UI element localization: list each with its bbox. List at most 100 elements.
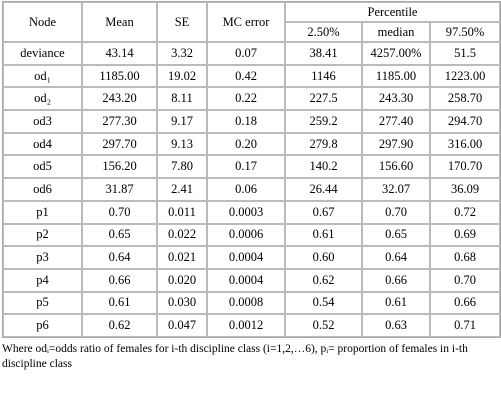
table-cell: 277.40 bbox=[362, 110, 430, 133]
table-cell: 0.71 bbox=[430, 314, 500, 337]
table-cell: 0.60 bbox=[285, 246, 362, 269]
table-cell: 243.30 bbox=[362, 87, 430, 111]
table-cell: 1185.00 bbox=[82, 64, 157, 88]
table-cell: 294.70 bbox=[430, 110, 500, 133]
table-cell: 0.65 bbox=[362, 223, 430, 247]
table-cell: 170.70 bbox=[430, 155, 500, 179]
table-cell: 0.022 bbox=[157, 223, 207, 247]
table-cell: 316.00 bbox=[430, 132, 500, 156]
table-cell: 1223.00 bbox=[430, 64, 500, 88]
table-cell: 43.14 bbox=[82, 42, 157, 65]
table-cell: 0.66 bbox=[430, 291, 500, 315]
table-cell: 156.60 bbox=[362, 155, 430, 179]
row-label: od4 bbox=[3, 132, 82, 156]
table-cell: 156.20 bbox=[82, 155, 157, 179]
table-cell: 0.52 bbox=[285, 314, 362, 337]
table-cell: 0.07 bbox=[207, 42, 285, 65]
table-cell: 0.61 bbox=[362, 291, 430, 315]
table-cell: 0.20 bbox=[207, 132, 285, 156]
table-cell: 9.13 bbox=[157, 132, 207, 156]
table-row: od3 277.30 9.17 0.18 259.2 277.40 294.70 bbox=[3, 110, 500, 133]
row-label: p1 bbox=[3, 200, 82, 224]
table-cell: 140.2 bbox=[285, 155, 362, 179]
row-label: p4 bbox=[3, 268, 82, 292]
row-label: p6 bbox=[3, 314, 82, 337]
table-row: p2 0.65 0.022 0.0006 0.61 0.65 0.69 bbox=[3, 223, 500, 247]
table-cell: 0.22 bbox=[207, 87, 285, 111]
table-cell: 0.68 bbox=[430, 246, 500, 269]
table-cell: 0.65 bbox=[82, 223, 157, 247]
table-cell: 0.62 bbox=[285, 268, 362, 292]
table-row: p6 0.62 0.047 0.0012 0.52 0.63 0.71 bbox=[3, 314, 500, 337]
table-cell: 0.0008 bbox=[207, 291, 285, 315]
table-row: p3 0.64 0.021 0.0004 0.60 0.64 0.68 bbox=[3, 246, 500, 269]
table-cell: 0.69 bbox=[430, 223, 500, 247]
table-cell: 297.70 bbox=[82, 132, 157, 156]
table-cell: 26.44 bbox=[285, 178, 362, 201]
table-cell: 2.41 bbox=[157, 178, 207, 201]
table-cell: 0.18 bbox=[207, 110, 285, 133]
table-cell: 0.0012 bbox=[207, 314, 285, 337]
subheader-cell: 2.50% bbox=[285, 22, 362, 42]
header-cell: Mean bbox=[82, 2, 157, 42]
table-cell: 19.02 bbox=[157, 64, 207, 88]
table-cell: 7.80 bbox=[157, 155, 207, 179]
table-cell: 0.0004 bbox=[207, 268, 285, 292]
table-cell: 258.70 bbox=[430, 87, 500, 111]
table-row: p5 0.61 0.030 0.0008 0.54 0.61 0.66 bbox=[3, 291, 500, 315]
table-cell: 0.021 bbox=[157, 246, 207, 269]
row-label: deviance bbox=[3, 42, 82, 65]
table-cell: 51.5 bbox=[430, 42, 500, 65]
row-label: p3 bbox=[3, 246, 82, 269]
table-cell: 0.030 bbox=[157, 291, 207, 315]
table-cell: 0.62 bbox=[82, 314, 157, 337]
table-cell: 0.70 bbox=[82, 200, 157, 224]
table-cell: 259.2 bbox=[285, 110, 362, 133]
row-label: od6 bbox=[3, 178, 82, 201]
table-row: od5 156.20 7.80 0.17 140.2 156.60 170.70 bbox=[3, 155, 500, 179]
table-cell: 0.61 bbox=[285, 223, 362, 247]
table-cell: 0.54 bbox=[285, 291, 362, 315]
table-cell: 0.66 bbox=[82, 268, 157, 292]
table-row: od₂ 243.20 8.11 0.22 227.5 243.30 258.70 bbox=[3, 87, 500, 111]
table-cell: 9.17 bbox=[157, 110, 207, 133]
table-cell: 36.09 bbox=[430, 178, 500, 201]
table-cell: 277.30 bbox=[82, 110, 157, 133]
table-row: p4 0.66 0.020 0.0004 0.62 0.66 0.70 bbox=[3, 268, 500, 292]
row-label: p2 bbox=[3, 223, 82, 247]
table-cell: 0.011 bbox=[157, 200, 207, 224]
table-cell: 4257.00% bbox=[362, 42, 430, 65]
results-table: Node Mean SE MC error Percentile 2.50% median 9… bbox=[2, 1, 501, 338]
table-cell: 0.64 bbox=[82, 246, 157, 269]
subheader-cell: 97.50% bbox=[430, 22, 500, 42]
table-cell: 279.8 bbox=[285, 132, 362, 156]
table-cell: 3.32 bbox=[157, 42, 207, 65]
row-label: od3 bbox=[3, 110, 82, 133]
table-cell: 0.06 bbox=[207, 178, 285, 201]
table-row: deviance 43.14 3.32 0.07 38.41 4257.00% 51.5 bbox=[3, 42, 500, 65]
table-row: od6 31.87 2.41 0.06 26.44 32.07 36.09 bbox=[3, 178, 500, 201]
table-cell: 0.70 bbox=[430, 268, 500, 292]
header-cell: MC error bbox=[207, 2, 285, 42]
table-cell: 0.0004 bbox=[207, 246, 285, 269]
table-cell: 8.11 bbox=[157, 87, 207, 111]
table-cell: 38.41 bbox=[285, 42, 362, 65]
table-cell: 243.20 bbox=[82, 87, 157, 111]
table-cell: 0.63 bbox=[362, 314, 430, 337]
table-cell: 32.07 bbox=[362, 178, 430, 201]
subheader-row: 2.50% median 97.50% bbox=[3, 22, 500, 42]
table-cell: 0.0006 bbox=[207, 223, 285, 247]
table-cell: 1185.00 bbox=[362, 64, 430, 88]
header-cell: Percentile bbox=[285, 2, 500, 22]
row-label: od₁ bbox=[3, 64, 82, 88]
footnote: Where odᵢ=odds ratio of females for i-th… bbox=[2, 342, 468, 370]
row-label: od₂ bbox=[3, 87, 82, 111]
table-cell: 0.64 bbox=[362, 246, 430, 269]
table-cell: 0.61 bbox=[82, 291, 157, 315]
table-cell: 0.0003 bbox=[207, 200, 285, 224]
table-cell: 0.42 bbox=[207, 64, 285, 88]
table-row: p1 0.70 0.011 0.0003 0.67 0.70 0.72 bbox=[3, 200, 500, 224]
table-cell: 31.87 bbox=[82, 178, 157, 201]
header-row: Node Mean SE MC error Percentile bbox=[3, 2, 500, 42]
table-cell: 0.047 bbox=[157, 314, 207, 337]
